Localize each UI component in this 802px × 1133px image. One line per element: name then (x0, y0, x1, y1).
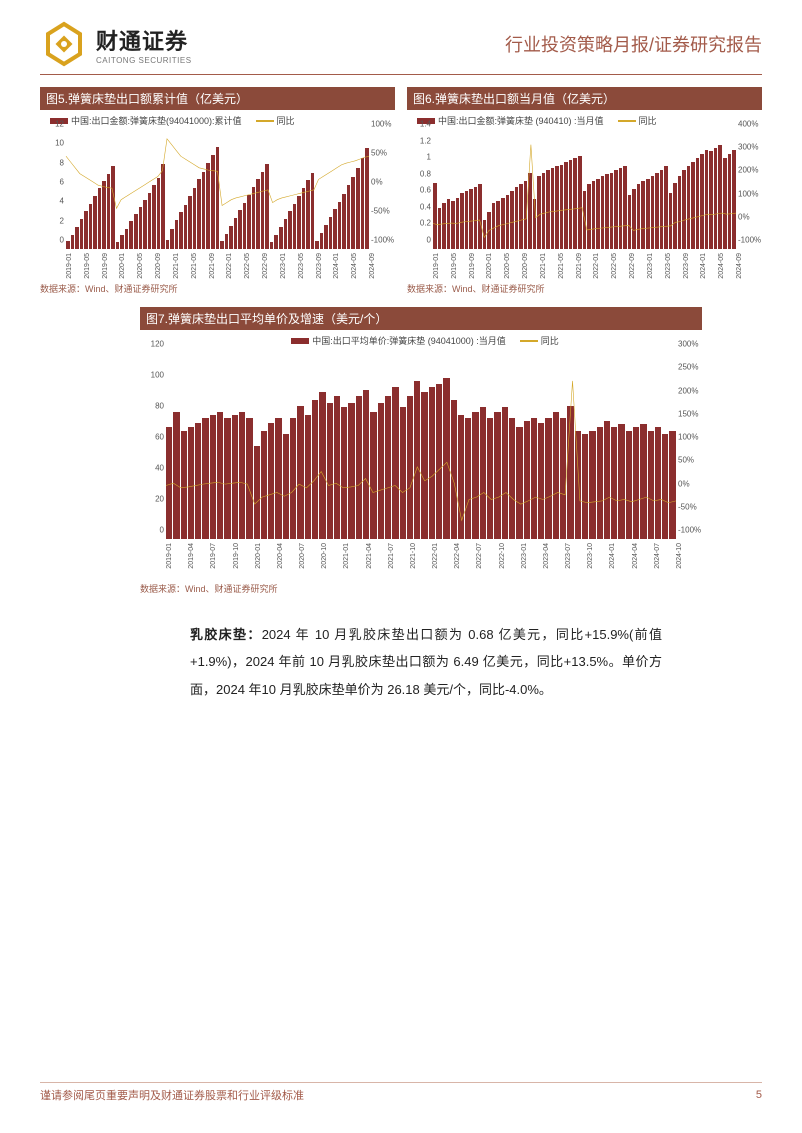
chart7-legend-bar: 中国:出口平均单价:弹簧床垫 (94041000) :当月值 (312, 334, 506, 347)
page-footer: 谨请参阅尾页重要声明及财通证券股票和行业评级标准 5 (40, 1082, 762, 1103)
chart7-title: 图7.弹簧床垫出口平均单价及增速（美元/个） (140, 307, 702, 330)
chart5-legend-line: 同比 (277, 114, 295, 127)
chart6-legend-bar: 中国:出口金额:弹簧床垫 (940410) :当月值 (438, 114, 604, 127)
chart6-source: 数据来源：Wind、财通证券研究所 (407, 279, 762, 303)
chart5-box: 图5.弹簧床垫出口额累计值（亿美元） 中国:出口金额:弹簧床垫(94041000… (40, 87, 395, 303)
chart6-box: 图6.弹簧床垫出口额当月值（亿美元） 中国:出口金额:弹簧床垫 (940410)… (407, 87, 762, 303)
page-number: 5 (756, 1089, 762, 1101)
body-text: 2024 年 10 月乳胶床垫出口额为 0.68 亿美元，同比+15.9%(前值… (190, 627, 662, 697)
page-header: 财通证券 CAITONG SECURITIES 行业投资策略月报/证券研究报告 (40, 20, 762, 68)
logo-icon (40, 20, 88, 68)
header-title: 行业投资策略月报/证券研究报告 (505, 31, 762, 57)
chart7-source: 数据来源：Wind、财通证券研究所 (140, 579, 702, 603)
logo-text-cn: 财通证券 (96, 24, 192, 56)
chart7-legend-line: 同比 (541, 334, 559, 347)
chart5-source: 数据来源：Wind、财通证券研究所 (40, 279, 395, 303)
chart6-title: 图6.弹簧床垫出口额当月值（亿美元） (407, 87, 762, 110)
chart5-canvas: 024681012 -100%-50%0%50%100% 2019-012019… (40, 129, 395, 279)
chart6-legend-line: 同比 (639, 114, 657, 127)
chart6-canvas: 00.20.40.60.811.21.4 -100%0%100%200%300%… (407, 129, 762, 279)
chart7-legend: 中国:出口平均单价:弹簧床垫 (94041000) :当月值 同比 (140, 330, 702, 349)
logo-text-en: CAITONG SECURITIES (96, 56, 192, 65)
chart6-legend: 中国:出口金额:弹簧床垫 (940410) :当月值 同比 (407, 110, 762, 129)
header-divider (40, 74, 762, 75)
chart5-title: 图5.弹簧床垫出口额累计值（亿美元） (40, 87, 395, 110)
logo-block: 财通证券 CAITONG SECURITIES (40, 20, 192, 68)
chart7-canvas: 020406080100120 -100%-50%0%50%100%150%20… (140, 349, 702, 579)
footer-disclaimer: 谨请参阅尾页重要声明及财通证券股票和行业评级标准 (40, 1087, 304, 1103)
body-paragraph: 乳胶床垫：2024 年 10 月乳胶床垫出口额为 0.68 亿美元，同比+15.… (190, 621, 662, 703)
chart5-legend-bar: 中国:出口金额:弹簧床垫(94041000):累计值 (71, 114, 242, 127)
chart5-legend: 中国:出口金额:弹簧床垫(94041000):累计值 同比 (40, 110, 395, 129)
chart7-box: 图7.弹簧床垫出口平均单价及增速（美元/个） 中国:出口平均单价:弹簧床垫 (9… (140, 307, 702, 603)
body-label: 乳胶床垫： (190, 627, 262, 642)
